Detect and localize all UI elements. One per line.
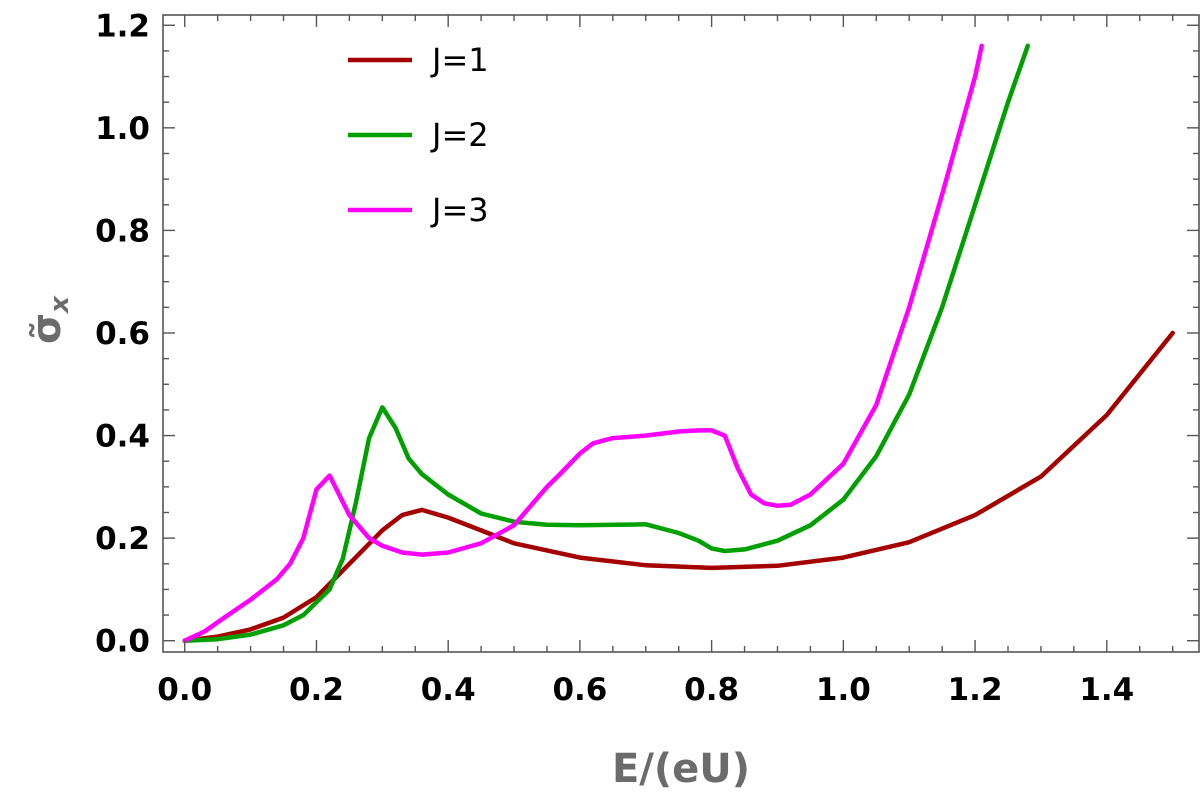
x-tick-label: 0.6 (552, 672, 607, 708)
y-tick-label: 1.2 (95, 8, 150, 44)
axes-layer: 0.0 0.2 0.4 0.6 0.8 1.0 1.2 1.4 0.0 0.2 0.4 0.6 0.8 1… (95, 8, 1200, 708)
legend-label: J=1 (430, 41, 489, 79)
legend: J=1 J=2 J=3 (348, 41, 489, 229)
y-axis-title-group: σ̃x (24, 295, 75, 344)
y-tick-label: 0.2 (95, 521, 150, 557)
y-tick-label: 0.6 (95, 316, 150, 352)
legend-label: J=2 (430, 116, 489, 154)
y-tick-label: 0.4 (95, 419, 150, 455)
x-axis-title: E/(eU) (612, 746, 750, 792)
y-tick-label: 1.0 (95, 111, 150, 147)
y-tick-label: 0.8 (95, 213, 150, 249)
x-tick-label: 0.8 (684, 672, 739, 708)
x-tick-label: 1.0 (816, 672, 871, 708)
y-axis-title-symbol: σ̃ (24, 313, 70, 344)
x-tick-label: 0.0 (157, 672, 212, 708)
y-axis-title: σ̃x (24, 295, 75, 344)
legend-label: J=3 (430, 191, 489, 229)
x-tick-label: 1.4 (1079, 672, 1134, 708)
y-axis-title-subscript: x (45, 295, 75, 315)
series-layer (182, 43, 1175, 643)
x-tick-label: 0.2 (289, 672, 344, 708)
series-line-j2 (182, 43, 1031, 643)
x-tick-label: 0.4 (421, 672, 476, 708)
y-tick-label: 0.0 (95, 624, 150, 660)
x-tick-label: 1.2 (948, 672, 1003, 708)
series-line-j3 (182, 43, 984, 643)
